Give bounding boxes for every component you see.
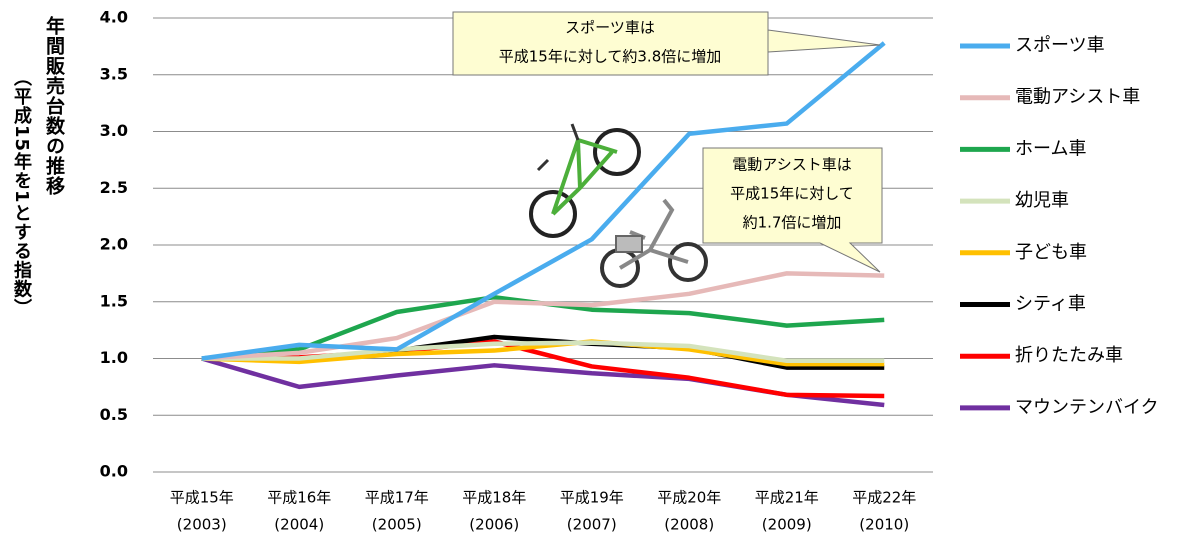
y-tick-label: 0.5 [100,405,128,424]
series-line [201,339,885,367]
callout-box [452,11,881,76]
y-tick-label: 1.0 [100,348,128,367]
annotation-text: 平成15年に対して約3.8倍に増加 [499,48,722,66]
y-tick-label: 3.5 [100,64,128,83]
legend-label: マウンテンバイク [1015,397,1159,418]
x-tick-label: (2007) [567,516,617,534]
x-tick-label: (2003) [177,516,227,534]
callout-box [702,147,883,273]
legend-label: 電動アシスト車 [1015,87,1140,108]
x-tick-label: (2010) [859,516,909,534]
y-tick-label: 2.0 [100,235,128,254]
series-line [201,271,885,361]
grid [153,17,933,473]
y-axis-label: 年間販売台数の推移 [43,16,65,196]
x-tick-label: 平成22年 [852,489,916,507]
lines [201,41,886,408]
x-tick-label: (2008) [664,516,714,534]
series-line [201,294,885,361]
y-tick-label: 3.0 [100,121,128,140]
x-tick-label: 平成18年 [462,489,526,507]
legend-label: スポーツ車 [1015,35,1105,56]
sports-bike-illustration [529,123,641,238]
legend-label: ホーム車 [1015,138,1086,159]
x-tick-label: 平成15年 [170,489,234,507]
legend-label: 折りたたみ車 [1015,345,1123,366]
y-axis-label: （平成15年を1とする指数） [11,68,32,318]
x-tick-label: 平成16年 [267,489,331,507]
x-tick-label: 平成19年 [560,489,624,507]
x-tick-label: (2004) [274,516,324,534]
legend-label: 子ども車 [1015,242,1087,263]
y-tick-label: 2.5 [100,178,128,197]
annotation-text: スポーツ車は [565,19,655,37]
assist-bike-illustration [600,198,708,288]
annotation-text: 平成15年に対して [730,185,854,203]
x-tick-label: (2005) [372,516,422,534]
annotation-text: 約1.7倍に増加 [743,214,842,232]
annotation-text: 電動アシスト車は [732,156,851,174]
series-line [201,41,886,361]
x-tick-label: 平成17年 [365,489,429,507]
x-tick-label: (2006) [469,516,519,534]
y-tick-label: 0.0 [100,462,128,481]
x-tick-label: 平成20年 [657,489,721,507]
legend-label: シティ車 [1015,294,1086,315]
x-tick-label: 平成21年 [755,489,819,507]
labels: 0.0 0.5 1.0 1.5 2.0 2.5 3.0 3.5 4.0 平成15年 (2003) 平成… [100,8,1159,534]
x-tick-label: (2009) [762,516,812,534]
y-tick-label: 4.0 [100,8,128,27]
y-tick-label: 1.5 [100,291,128,310]
series-line [201,340,885,364]
legend-label: 幼児車 [1015,190,1069,211]
